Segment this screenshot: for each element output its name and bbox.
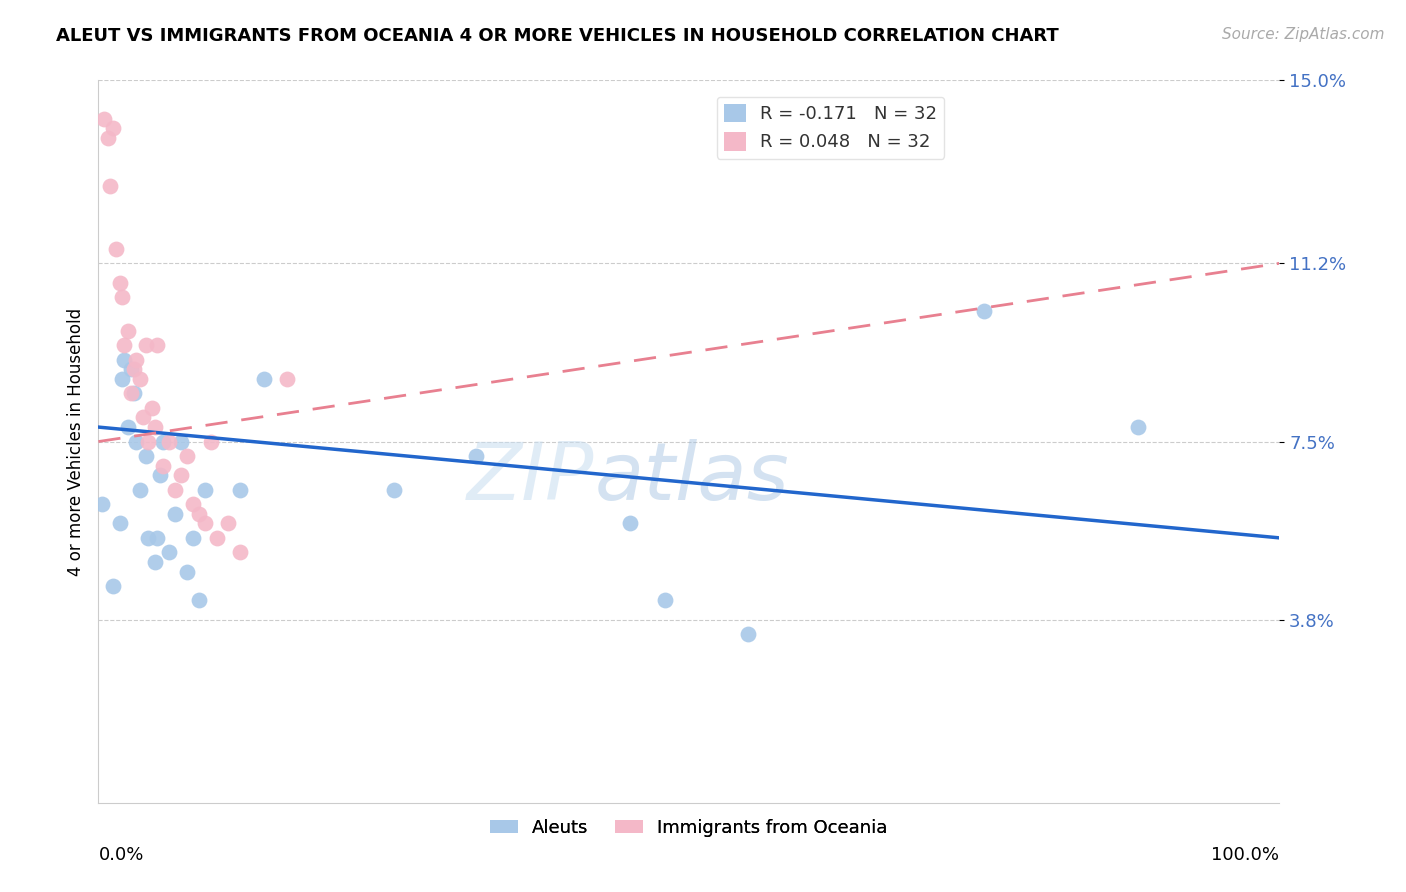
Point <box>465 449 488 463</box>
Point <box>1126 420 1149 434</box>
Text: 0.0%: 0.0% <box>98 847 143 864</box>
Text: ZIP: ZIP <box>467 439 595 516</box>
Point <box>170 468 193 483</box>
Point <box>176 565 198 579</box>
Point <box>125 434 148 449</box>
Point <box>181 497 204 511</box>
Point <box>229 483 252 497</box>
Point <box>108 276 131 290</box>
Text: ALEUT VS IMMIGRANTS FROM OCEANIA 4 OR MORE VEHICLES IN HOUSEHOLD CORRELATION CHA: ALEUT VS IMMIGRANTS FROM OCEANIA 4 OR MO… <box>56 27 1059 45</box>
Point <box>128 372 150 386</box>
Point <box>654 593 676 607</box>
Point <box>93 112 115 126</box>
Point <box>108 516 131 531</box>
Point <box>973 304 995 318</box>
Point <box>737 627 759 641</box>
Point <box>157 434 180 449</box>
Point <box>111 372 134 386</box>
Point <box>382 483 405 497</box>
Point <box>125 352 148 367</box>
Point <box>200 434 222 449</box>
Point <box>253 372 276 386</box>
Point <box>117 420 139 434</box>
Point <box>194 516 217 531</box>
Point <box>98 179 121 194</box>
Point <box>217 516 239 531</box>
Point <box>194 483 217 497</box>
Point <box>121 386 143 401</box>
Point <box>229 545 252 559</box>
Point <box>170 434 193 449</box>
Point <box>135 449 157 463</box>
Point <box>136 531 159 545</box>
Point <box>149 468 172 483</box>
Point <box>112 338 135 352</box>
Point <box>157 545 180 559</box>
Point <box>152 458 174 473</box>
Point <box>112 352 135 367</box>
Point <box>101 579 124 593</box>
Point <box>187 593 209 607</box>
Point <box>276 372 298 386</box>
Point <box>105 242 128 256</box>
Point <box>152 434 174 449</box>
Point <box>141 401 163 415</box>
Point <box>136 434 159 449</box>
Y-axis label: 4 or more Vehicles in Household: 4 or more Vehicles in Household <box>66 308 84 575</box>
Point <box>128 483 150 497</box>
Point <box>117 324 139 338</box>
Point <box>176 449 198 463</box>
Point <box>146 338 169 352</box>
Point <box>91 497 114 511</box>
Point <box>205 531 228 545</box>
Point <box>146 531 169 545</box>
Text: Source: ZipAtlas.com: Source: ZipAtlas.com <box>1222 27 1385 42</box>
Point <box>101 121 124 136</box>
Text: 100.0%: 100.0% <box>1212 847 1279 864</box>
Point <box>122 386 145 401</box>
Point <box>121 362 143 376</box>
Point <box>165 483 187 497</box>
Point <box>135 338 157 352</box>
Point <box>143 420 166 434</box>
Point <box>143 555 166 569</box>
Point <box>619 516 641 531</box>
Point <box>97 131 120 145</box>
Point <box>122 362 145 376</box>
Point <box>132 410 155 425</box>
Text: atlas: atlas <box>595 439 789 516</box>
Point <box>165 507 187 521</box>
Legend: Aleuts, Immigrants from Oceania: Aleuts, Immigrants from Oceania <box>484 812 894 845</box>
Point <box>181 531 204 545</box>
Point <box>111 290 134 304</box>
Point <box>187 507 209 521</box>
